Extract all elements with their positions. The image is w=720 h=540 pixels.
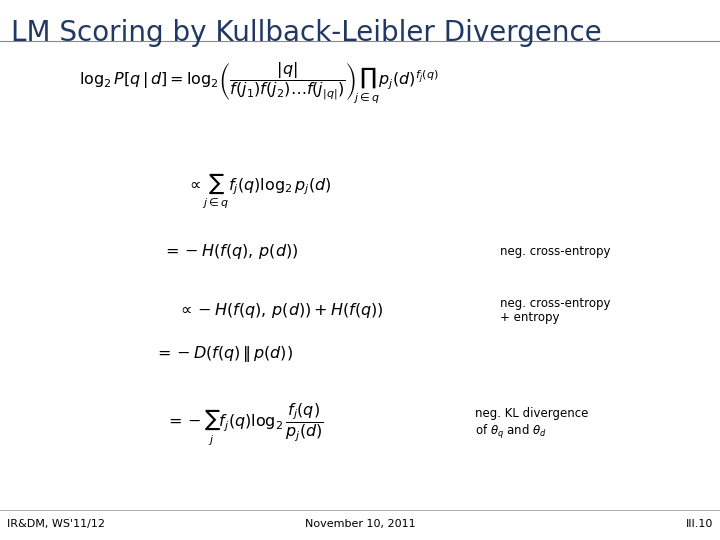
Text: $\log_2 P[q\,|\,d] = \log_2\!\left(\dfrac{|q|}{f(j_1)f(j_2)\ldots f(j_{|q|})}\ri: $\log_2 P[q\,|\,d] = \log_2\!\left(\dfra… xyxy=(79,61,439,106)
Text: III.10: III.10 xyxy=(685,519,713,529)
Text: $\propto -H(f(q),\, p(d)) + H(f(q))$: $\propto -H(f(q),\, p(d)) + H(f(q))$ xyxy=(177,301,384,320)
Text: LM Scoring by Kullback-Leibler Divergence: LM Scoring by Kullback-Leibler Divergenc… xyxy=(11,19,601,47)
Text: neg. cross-entropy: neg. cross-entropy xyxy=(500,245,611,258)
Text: IR&DM, WS'11/12: IR&DM, WS'11/12 xyxy=(7,519,105,529)
Text: $= -\sum_j f_j(q)\log_2 \dfrac{f_j(q)}{p_j(d)}$: $= -\sum_j f_j(q)\log_2 \dfrac{f_j(q)}{p… xyxy=(166,401,324,447)
Text: neg. cross-entropy
+ entropy: neg. cross-entropy + entropy xyxy=(500,296,611,325)
Text: neg. KL divergence
of $\theta_q$ and $\theta_d$: neg. KL divergence of $\theta_q$ and $\t… xyxy=(475,407,588,441)
Text: $\propto \sum_{j\in q} f_j(q)\log_2 p_j(d)$: $\propto \sum_{j\in q} f_j(q)\log_2 p_j(… xyxy=(186,172,332,211)
Text: $= -D(f(q)\,\|\, p(d))$: $= -D(f(q)\,\|\, p(d))$ xyxy=(153,343,293,364)
Text: November 10, 2011: November 10, 2011 xyxy=(305,519,415,529)
Text: $= -H(f(q),\, p(d))$: $= -H(f(q),\, p(d))$ xyxy=(162,241,299,261)
